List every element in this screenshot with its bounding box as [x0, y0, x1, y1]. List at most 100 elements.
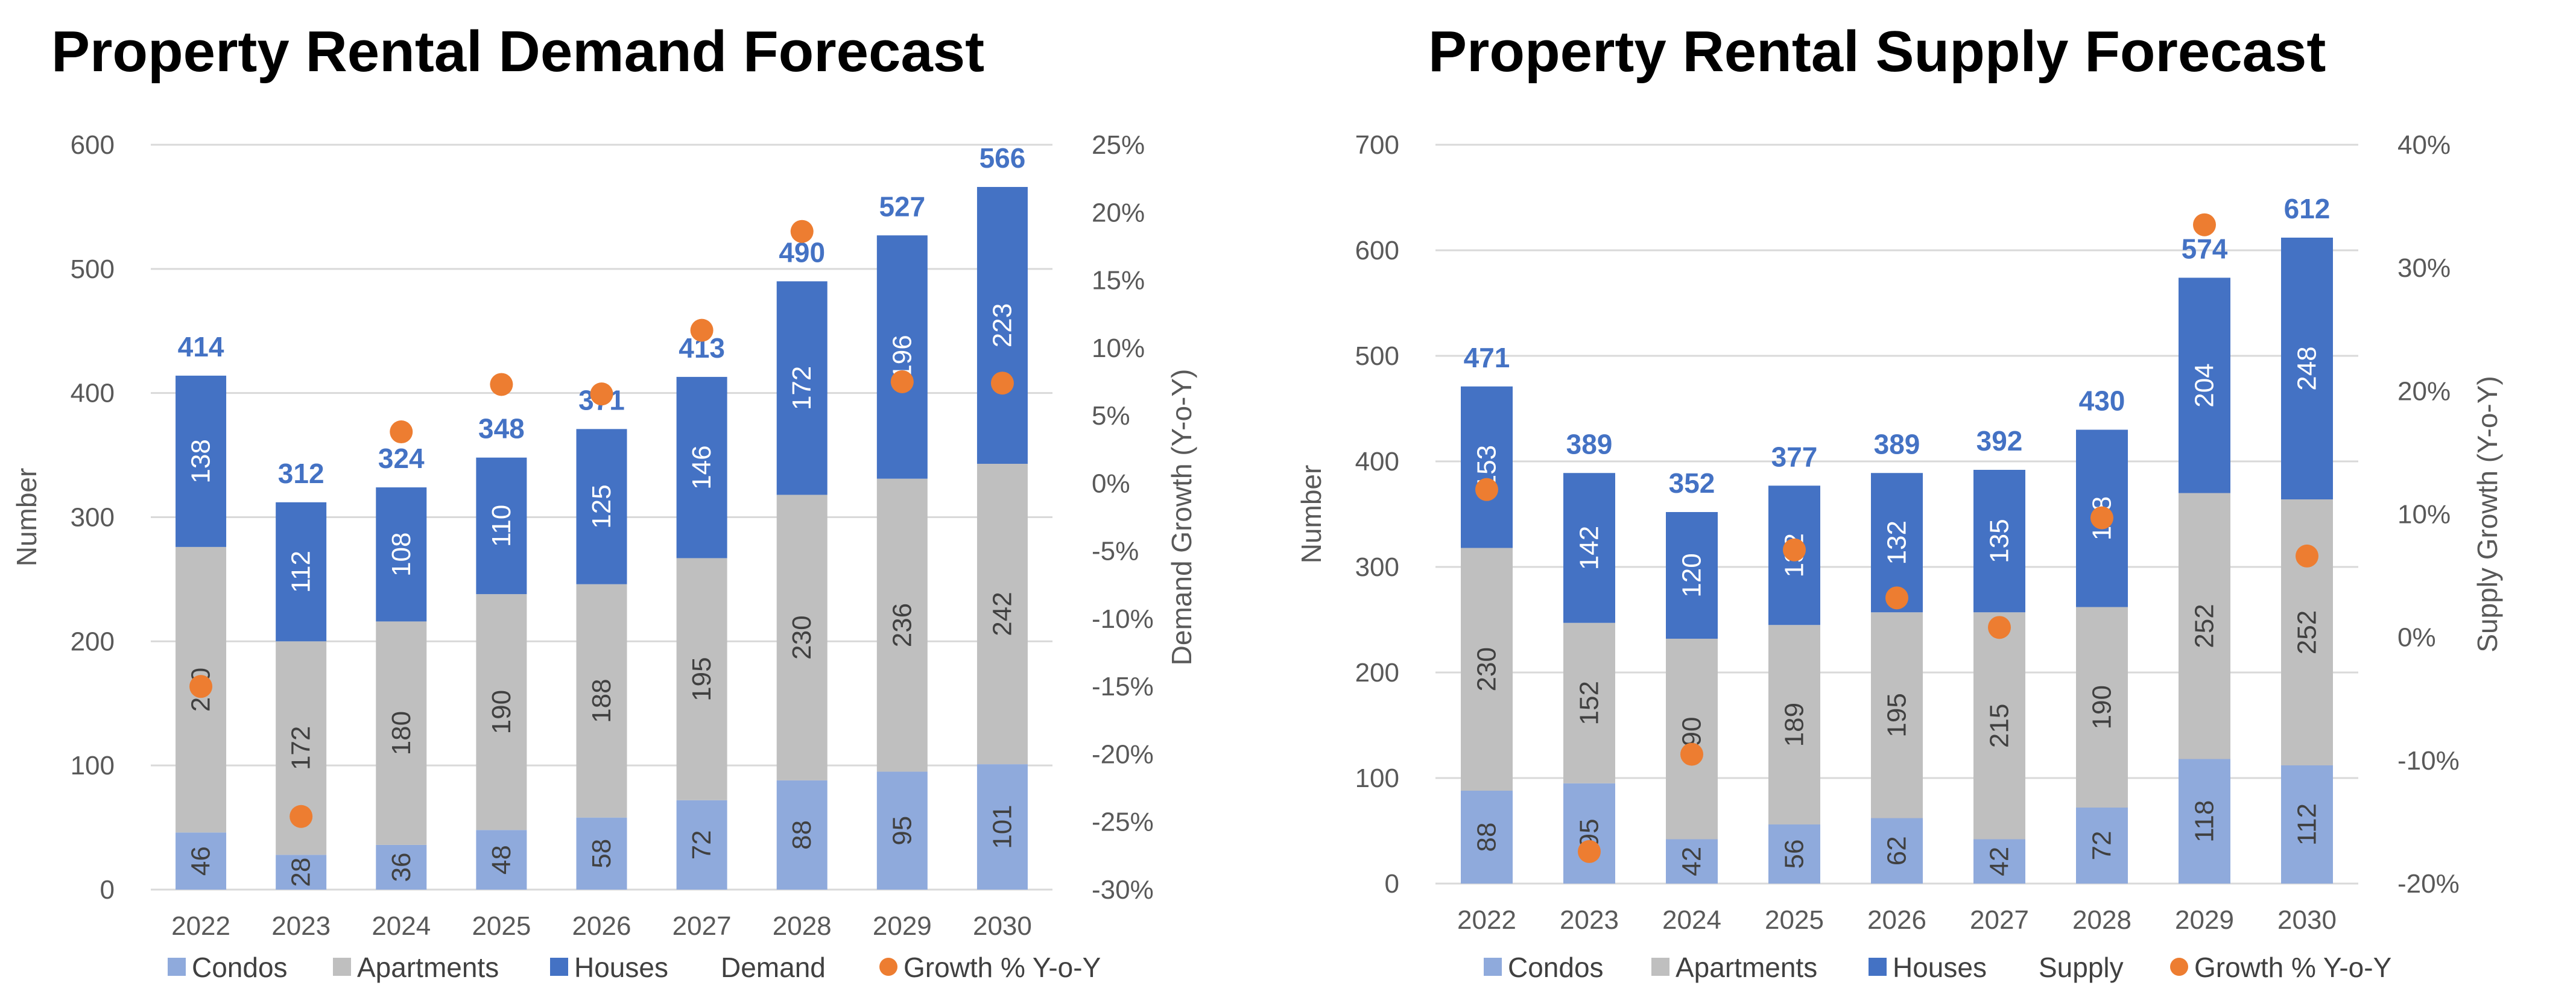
demand-legend-swatch-apartments — [333, 958, 351, 976]
supply-bar-apartments-2022 — [1461, 548, 1513, 791]
demand-bar-apartments-2028 — [776, 495, 828, 780]
demand-growth-point-2022 — [189, 675, 213, 698]
supply-bar-apartments-2028 — [2076, 607, 2128, 808]
demand-total-label-2022: 414 — [178, 331, 224, 362]
supply-x-tick-label-2029: 2029 — [2175, 905, 2234, 935]
supply-bar-houses-2023 — [1563, 473, 1615, 623]
supply-legend-label-condos: Condos — [1508, 952, 1604, 983]
supply-x-tick-label-2026: 2026 — [1867, 905, 1926, 935]
supply-legend-label-total: Supply — [2039, 952, 2124, 983]
demand-y-tick-label: 300 — [71, 503, 115, 533]
demand-y-tick-label: 600 — [71, 130, 115, 160]
demand-y2-tick-label: -25% — [1092, 808, 1154, 837]
supply-bar-label-condos-2028: 72 — [2087, 831, 2117, 861]
supply-growth-point-2028 — [2090, 506, 2113, 530]
supply-x-tick-label-2028: 2028 — [2072, 905, 2131, 935]
supply-bar-label-apartments-2029: 252 — [2190, 604, 2220, 648]
supply-bar-condos-2029 — [2179, 759, 2230, 884]
demand-y2-tick-label: 10% — [1092, 334, 1145, 363]
supply-bar-label-condos-2024: 42 — [1677, 847, 1707, 876]
demand-y2-tick-label: 15% — [1092, 266, 1145, 296]
supply-bar-houses-2029 — [2179, 277, 2230, 493]
demand-growth-point-2023 — [290, 805, 313, 828]
demand-total-label-2029: 527 — [879, 191, 925, 222]
supply-bar-condos-2024 — [1666, 839, 1718, 884]
supply-y-tick-label: 100 — [1355, 764, 1399, 793]
supply-legend-swatch-condos — [1484, 958, 1502, 976]
supply-bar-label-houses-2030: 248 — [2293, 346, 2322, 390]
demand-y2-tick-label: -15% — [1092, 672, 1154, 701]
demand-x-tick-label-2026: 2026 — [572, 911, 631, 941]
demand-bar-condos-2026 — [576, 817, 627, 890]
supply-bar-label-apartments-2028: 190 — [2087, 685, 2117, 729]
demand-total-label-2025: 348 — [478, 413, 525, 444]
demand-bar-houses-2028 — [776, 281, 828, 495]
supply-bar-label-condos-2026: 62 — [1882, 836, 1912, 865]
supply-legend-swatch-apartments — [1651, 958, 1669, 976]
demand-bar-label-apartments-2024: 180 — [387, 711, 416, 755]
demand-bar-houses-2029 — [876, 235, 928, 479]
demand-growth-point-2028 — [790, 220, 814, 243]
supply-x-tick-label-2027: 2027 — [1970, 905, 2029, 935]
supply-bar-label-apartments-2025: 189 — [1780, 703, 1809, 747]
demand-bar-label-condos-2023: 28 — [286, 858, 316, 887]
supply-bar-label-condos-2025: 56 — [1780, 840, 1809, 869]
supply-x-tick-label-2030: 2030 — [2277, 905, 2337, 935]
demand-bar-apartments-2026 — [576, 584, 627, 818]
supply-y-tick-label: 400 — [1355, 447, 1399, 476]
demand-x-tick-label-2025: 2025 — [472, 911, 531, 941]
demand-bar-label-condos-2026: 58 — [587, 839, 616, 868]
demand-y-tick-label: 100 — [71, 751, 115, 780]
demand-bar-label-houses-2028: 172 — [787, 366, 817, 410]
supply-bar-houses-2024 — [1666, 512, 1718, 639]
demand-legend-swatch-houses — [550, 958, 568, 976]
demand-bar-label-apartments-2030: 242 — [987, 592, 1017, 636]
supply-growth-point-2022 — [1475, 478, 1498, 501]
demand-total-label-2024: 324 — [378, 443, 425, 474]
demand-y2-tick-label: 5% — [1092, 401, 1130, 431]
demand-bar-houses-2026 — [576, 429, 627, 584]
demand-bar-condos-2029 — [876, 771, 928, 890]
supply-bar-label-condos-2022: 88 — [1472, 823, 1502, 852]
supply-y-tick-label: 700 — [1355, 130, 1399, 160]
demand-legend-label-apartments: Apartments — [357, 952, 499, 983]
demand-growth-point-2027 — [690, 318, 714, 342]
demand-y-tick-label: 0 — [100, 875, 115, 905]
demand-bar-apartments-2025 — [476, 594, 527, 830]
demand-bar-label-houses-2022: 138 — [186, 439, 216, 483]
supply-legend-label-houses: Houses — [1893, 952, 1987, 983]
supply-growth-point-2025 — [1783, 538, 1806, 562]
demand-legend-label-total: Demand — [721, 952, 826, 983]
demand-y2-tick-label: 25% — [1092, 130, 1145, 160]
supply-bar-condos-2027 — [1973, 839, 2025, 884]
supply-total-label-2024: 352 — [1669, 467, 1715, 499]
supply-y-tick-label: 0 — [1385, 869, 1399, 899]
supply-bar-label-condos-2029: 118 — [2190, 800, 2220, 843]
supply-growth-point-2023 — [1578, 840, 1601, 863]
demand-y2-tick-label: -30% — [1092, 875, 1154, 905]
demand-bar-apartments-2029 — [876, 478, 928, 772]
demand-bar-label-houses-2023: 112 — [286, 551, 316, 593]
supply-bar-condos-2028 — [2076, 808, 2128, 884]
demand-total-label-2030: 566 — [979, 142, 1026, 174]
supply-bar-label-houses-2024: 120 — [1677, 553, 1707, 597]
supply-growth-point-2030 — [2296, 544, 2318, 568]
demand-x-tick-label-2028: 2028 — [773, 911, 832, 941]
demand-growth-point-2029 — [890, 370, 914, 393]
demand-y-tick-label: 500 — [71, 255, 115, 284]
demand-bar-label-houses-2027: 146 — [687, 445, 717, 489]
supply-bar-apartments-2025 — [1768, 625, 1820, 824]
demand-legend-label-condos: Condos — [192, 952, 288, 983]
supply-x-tick-label-2025: 2025 — [1765, 905, 1824, 935]
demand-legend-swatch-condos — [168, 958, 186, 976]
demand-bar-label-condos-2028: 88 — [787, 820, 817, 850]
demand-bar-condos-2030 — [976, 764, 1028, 890]
supply-y2-tick-label: 20% — [2397, 376, 2451, 406]
demand-x-tick-label-2029: 2029 — [873, 911, 932, 941]
demand-x-tick-label-2022: 2022 — [171, 911, 230, 941]
supply-x-tick-label-2024: 2024 — [1662, 905, 1721, 935]
demand-growth-point-2025 — [490, 373, 513, 396]
demand-bar-label-apartments-2029: 236 — [887, 603, 917, 647]
supply-x-tick-label-2023: 2023 — [1560, 905, 1619, 935]
